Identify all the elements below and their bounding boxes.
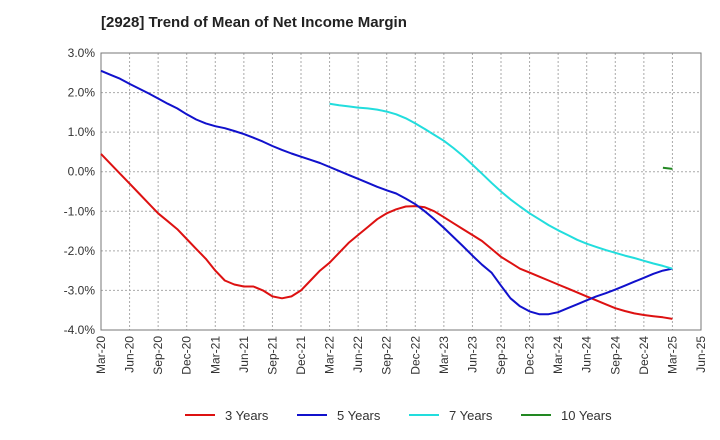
x-tick-label: Jun-25: [694, 336, 708, 373]
x-tick-label: Sep-20: [151, 336, 165, 375]
x-tick-label: Sep-22: [380, 336, 394, 375]
y-tick-label: 3.0%: [68, 46, 96, 60]
y-tick-label: -3.0%: [64, 283, 96, 297]
y-tick-label: -2.0%: [64, 244, 96, 258]
x-tick-label: Sep-21: [265, 336, 279, 375]
x-tick-label: Sep-23: [494, 336, 508, 375]
y-tick-label: -4.0%: [64, 323, 96, 337]
x-tick-label: Mar-22: [323, 336, 337, 374]
x-tick-label: Mar-25: [665, 336, 679, 374]
x-tick-label: Dec-21: [294, 336, 308, 375]
grid: [100, 52, 702, 331]
y-tick-label: -1.0%: [64, 204, 96, 218]
x-tick-label: Mar-21: [208, 336, 222, 374]
x-tick-label: Mar-20: [94, 336, 108, 374]
plot-frame: [100, 52, 702, 331]
y-tick-label: 2.0%: [68, 86, 96, 100]
legend: 3 Years 5 Years 7 Years 10 Years: [185, 408, 612, 423]
legend-label-10-years: 10 Years: [561, 408, 612, 423]
axes: 3.0%2.0%1.0%0.0%-1.0%-2.0%-3.0%-4.0%Mar-…: [64, 46, 708, 375]
legend-label-7-years: 7 Years: [449, 408, 493, 423]
series-line-5-years: [100, 69, 673, 316]
x-tick-label: Sep-24: [608, 336, 622, 375]
x-tick-label: Jun-22: [351, 336, 365, 373]
x-tick-label: Dec-23: [523, 336, 537, 375]
series-line-10-years: [662, 166, 673, 170]
x-tick-label: Dec-24: [637, 336, 651, 375]
series-lines: [100, 69, 673, 320]
chart-title: [2928] Trend of Mean of Net Income Margi…: [101, 14, 407, 31]
x-tick-label: Mar-23: [437, 336, 451, 374]
x-tick-label: Dec-20: [180, 336, 194, 375]
x-tick-label: Mar-24: [551, 336, 565, 374]
legend-label-3-years: 3 Years: [225, 408, 269, 423]
x-tick-label: Jun-20: [123, 336, 137, 373]
x-tick-label: Jun-21: [237, 336, 251, 373]
series-line-7-years: [329, 102, 673, 270]
series-line-3-years: [100, 153, 673, 320]
x-tick-label: Jun-23: [465, 336, 479, 373]
x-tick-label: Jun-24: [580, 336, 594, 373]
y-tick-label: 1.0%: [68, 125, 96, 139]
x-tick-label: Dec-22: [408, 336, 422, 375]
legend-label-5-years: 5 Years: [337, 408, 381, 423]
y-tick-label: 0.0%: [68, 165, 96, 179]
